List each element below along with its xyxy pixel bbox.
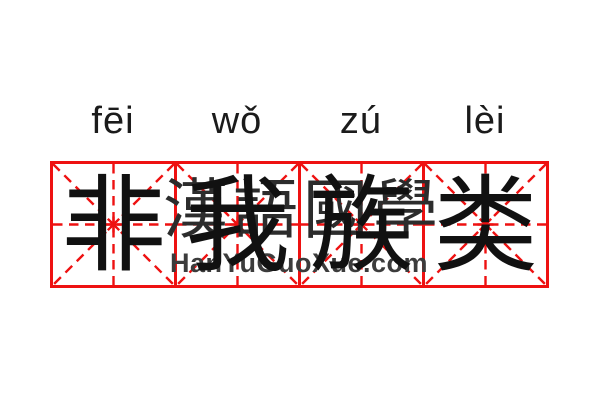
pinyin-syllable-2: wǒ [211, 100, 263, 142]
pinyin-syllable-4: lèi [464, 100, 506, 142]
grid-cell-3: 族 [301, 164, 425, 285]
grid-cell-1: 非 [53, 164, 177, 285]
asterisk-star-icon [229, 216, 246, 233]
watermark-cjk-text: 漢語國學 [162, 175, 444, 247]
hanzi-character-4: 类 [432, 168, 538, 285]
mizige-guides-icon [177, 164, 298, 285]
grid-cell-2: 我 [177, 164, 301, 285]
asterisk-star-icon [353, 216, 370, 233]
asterisk-star-icon [105, 216, 122, 233]
pinyin-syllable-1: fēi [91, 100, 135, 142]
hanzi-character-3: 族 [308, 168, 414, 285]
grid-cell-4: 类 [425, 164, 546, 285]
practice-grid: 非 我 [50, 161, 549, 288]
asterisk-star-icon [477, 216, 494, 233]
hanzi-character-2: 我 [184, 168, 290, 285]
mizige-guides-icon [301, 164, 422, 285]
watermark-site-url: HanYuGuoXue.com [169, 248, 429, 278]
mizige-guides-icon [53, 164, 174, 285]
mizige-guides-icon [425, 164, 546, 285]
pinyin-syllable-3: zú [339, 100, 383, 142]
hanzi-character-1: 非 [60, 168, 166, 285]
